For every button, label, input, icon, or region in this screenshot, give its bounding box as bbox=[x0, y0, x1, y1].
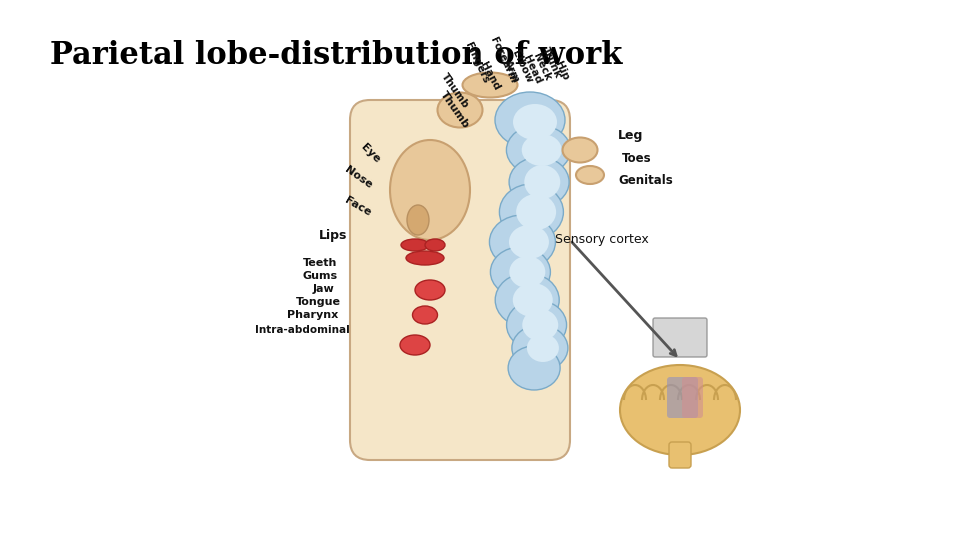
Text: Intra-abdominal: Intra-abdominal bbox=[254, 325, 349, 335]
Text: Toes: Toes bbox=[622, 152, 652, 165]
Text: Teeth: Teeth bbox=[302, 258, 337, 268]
Ellipse shape bbox=[495, 92, 565, 148]
Text: Thumb: Thumb bbox=[439, 89, 471, 130]
Ellipse shape bbox=[576, 166, 604, 184]
Text: Lips: Lips bbox=[319, 229, 348, 242]
Text: Elbow: Elbow bbox=[510, 49, 534, 85]
Text: Head: Head bbox=[521, 53, 543, 85]
Ellipse shape bbox=[407, 205, 429, 235]
Text: Hand: Hand bbox=[478, 60, 502, 92]
Ellipse shape bbox=[516, 194, 556, 230]
Text: Parietal lobe-distribution of work: Parietal lobe-distribution of work bbox=[50, 40, 622, 71]
FancyBboxPatch shape bbox=[350, 100, 570, 460]
Ellipse shape bbox=[463, 72, 517, 98]
Ellipse shape bbox=[563, 138, 597, 163]
Ellipse shape bbox=[522, 309, 559, 341]
Ellipse shape bbox=[527, 334, 559, 362]
Ellipse shape bbox=[401, 239, 429, 251]
Ellipse shape bbox=[415, 280, 445, 300]
Ellipse shape bbox=[495, 273, 560, 327]
Text: Neck: Neck bbox=[531, 51, 553, 82]
Ellipse shape bbox=[438, 92, 483, 127]
Ellipse shape bbox=[390, 140, 470, 240]
Text: Gums: Gums bbox=[302, 271, 338, 281]
Text: Eye: Eye bbox=[358, 142, 381, 165]
Text: Jaw: Jaw bbox=[312, 284, 334, 294]
Text: Trunk: Trunk bbox=[540, 46, 564, 80]
Text: Face: Face bbox=[343, 195, 372, 218]
Text: Hip: Hip bbox=[553, 60, 571, 82]
FancyBboxPatch shape bbox=[669, 442, 691, 468]
Ellipse shape bbox=[620, 365, 740, 455]
Text: Arm: Arm bbox=[502, 59, 521, 85]
FancyBboxPatch shape bbox=[653, 318, 707, 357]
Text: Forearm: Forearm bbox=[488, 36, 518, 85]
Ellipse shape bbox=[513, 104, 557, 140]
Ellipse shape bbox=[507, 300, 566, 350]
Ellipse shape bbox=[521, 134, 562, 166]
Ellipse shape bbox=[499, 184, 564, 240]
Ellipse shape bbox=[513, 283, 553, 317]
Ellipse shape bbox=[509, 157, 569, 207]
FancyBboxPatch shape bbox=[667, 377, 698, 418]
Ellipse shape bbox=[406, 251, 444, 265]
Ellipse shape bbox=[425, 239, 445, 251]
Text: Genitals: Genitals bbox=[618, 173, 673, 186]
Ellipse shape bbox=[413, 306, 438, 324]
Ellipse shape bbox=[400, 335, 430, 355]
Ellipse shape bbox=[491, 247, 550, 297]
FancyBboxPatch shape bbox=[682, 377, 703, 418]
Ellipse shape bbox=[509, 225, 549, 259]
Text: Pharynx: Pharynx bbox=[287, 310, 339, 320]
Text: Sensory cortex: Sensory cortex bbox=[555, 233, 649, 246]
Ellipse shape bbox=[510, 256, 545, 288]
Text: Thumb: Thumb bbox=[440, 71, 470, 110]
Ellipse shape bbox=[512, 325, 568, 371]
Ellipse shape bbox=[524, 165, 561, 199]
Ellipse shape bbox=[490, 215, 556, 269]
Text: Fingers: Fingers bbox=[463, 41, 491, 85]
Text: Tongue: Tongue bbox=[296, 297, 341, 307]
Text: Nose: Nose bbox=[343, 164, 373, 190]
Ellipse shape bbox=[508, 346, 560, 390]
Ellipse shape bbox=[507, 125, 570, 175]
Text: Leg: Leg bbox=[618, 129, 643, 141]
